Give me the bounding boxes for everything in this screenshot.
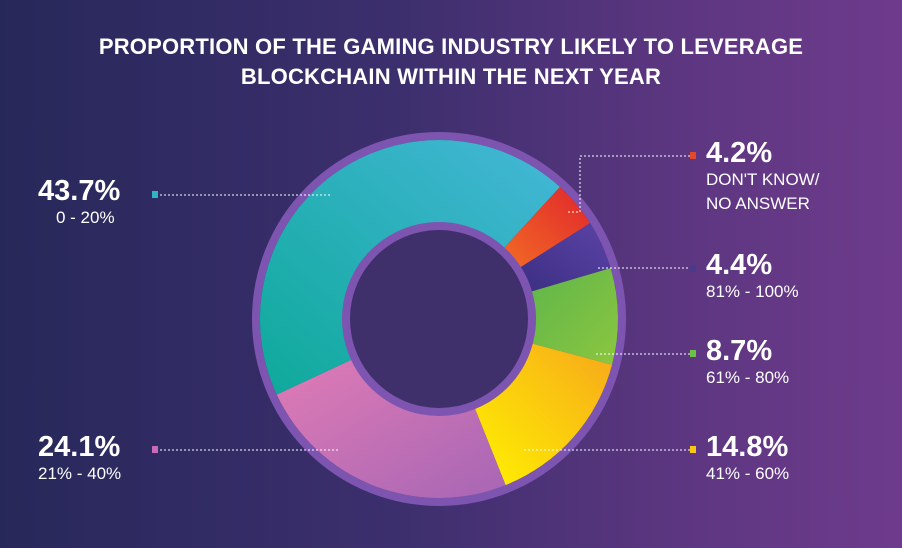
donut-slice-4 — [475, 343, 613, 486]
label-slice-0-category: 0 - 20% — [56, 208, 115, 227]
chart-title: PROPORTION OF THE GAMING INDUSTRY LIKELY… — [0, 32, 902, 92]
donut-slice-5 — [276, 359, 506, 498]
marker-slice-4 — [690, 446, 696, 453]
label-slice-5: 24.1% 21% - 40% — [38, 432, 121, 486]
label-slice-4: 14.8% 41% - 60% — [706, 432, 789, 486]
label-slice-5-category: 21% - 40% — [38, 464, 122, 483]
donut-hole — [350, 230, 528, 408]
donut-slice-3 — [531, 268, 618, 365]
label-slice-1-category-line-2: NO ANSWER — [706, 194, 810, 213]
label-slice-2-value: 4.4% — [706, 249, 773, 281]
marker-slice-3 — [690, 350, 696, 357]
label-slice-2: 4.4% 81% - 100% — [706, 250, 799, 304]
label-slice-3-value: 8.7% — [706, 335, 773, 367]
marker-slice-2 — [690, 265, 696, 272]
label-slice-1-value: 4.2% — [706, 137, 773, 169]
label-slice-0: 43.7% 0 - 20% — [38, 176, 120, 230]
marker-slice-1 — [690, 152, 696, 159]
marker-slice-5 — [152, 446, 158, 453]
chart-title-line-1: PROPORTION OF THE GAMING INDUSTRY LIKELY… — [98, 34, 804, 59]
label-slice-3-category: 61% - 80% — [706, 368, 790, 387]
label-slice-1: 4.2% DON'T KNOW/ NO ANSWER — [706, 138, 819, 216]
label-slice-3: 8.7% 61% - 80% — [706, 336, 789, 390]
label-slice-1-category-line-1: DON'T KNOW/ — [706, 170, 820, 189]
donut-slice-2 — [520, 223, 611, 292]
donut-inner-ring — [341, 221, 537, 417]
donut-slice-1 — [504, 186, 591, 268]
marker-slice-0 — [152, 191, 158, 198]
donut-outer-ring — [252, 132, 626, 506]
label-slice-4-value: 14.8% — [706, 431, 789, 463]
chart-title-line-2: BLOCKCHAIN WITHIN THE NEXT YEAR — [240, 64, 662, 89]
label-slice-4-category: 41% - 60% — [706, 464, 790, 483]
leader-line-slice-1 — [568, 155, 692, 213]
donut-slice-0 — [259, 139, 560, 395]
label-slice-2-category: 81% - 100% — [706, 282, 799, 301]
label-slice-0-value: 43.7% — [38, 175, 121, 207]
label-slice-5-value: 24.1% — [38, 431, 121, 463]
